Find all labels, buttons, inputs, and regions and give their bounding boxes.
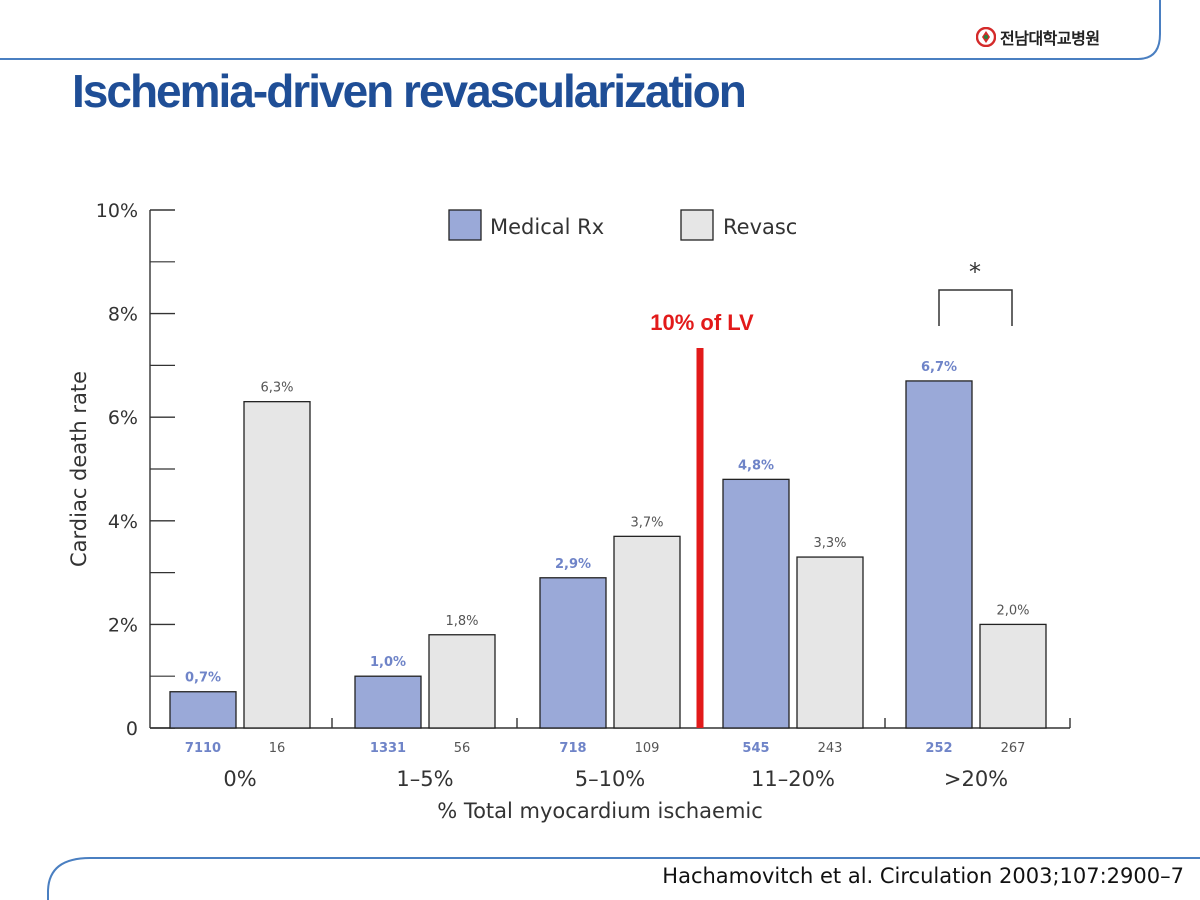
hospital-logo: 전남대학교병원 (976, 24, 1100, 50)
citation: Hachamovitch et al. Circulation 2003;107… (662, 864, 1184, 888)
bar-revasc (979, 623, 1047, 729)
slide-title: Ischemia-driven revascularization (72, 65, 747, 117)
bar-value-label: 1,0% (370, 655, 406, 670)
legend-swatch-medical-rx (448, 209, 482, 241)
y-tick-label: 2% (108, 614, 138, 636)
y-tick-label: 8% (108, 304, 138, 326)
bar-value-label: 2,0% (996, 603, 1029, 618)
legend-label-medical-rx: Medical Rx (490, 215, 604, 239)
y-tick-label: 10% (96, 200, 138, 222)
bar-value-label: 6,3% (260, 381, 293, 396)
significance-marker: * (969, 258, 981, 286)
legend-swatch-revasc (680, 209, 714, 241)
bar-value-label: 1,8% (445, 614, 478, 629)
patient-count-label: 718 (559, 741, 586, 756)
patient-count-label: 243 (818, 741, 843, 756)
patient-count-label: 545 (742, 741, 769, 756)
bar-revasc (796, 556, 864, 729)
header-frame-line (0, 0, 1161, 60)
y-tick-label: 6% (108, 407, 138, 429)
patient-count-label: 56 (454, 741, 471, 756)
bar-medical-rx (354, 675, 422, 729)
bar-value-label: 6,7% (921, 360, 957, 375)
legend-label-revasc: Revasc (723, 215, 797, 239)
y-tick-label: 0 (126, 718, 138, 740)
bar-medical-rx (722, 478, 790, 729)
y-axis-label: Cardiac death rate (67, 371, 91, 567)
threshold-label: 10% of LV (650, 310, 754, 335)
bar-revasc (428, 634, 496, 729)
patient-count-label: 109 (635, 741, 660, 756)
hospital-emblem-icon (976, 27, 996, 47)
bar-revasc (243, 401, 311, 729)
patient-count-label: 252 (925, 741, 952, 756)
bar-value-label: 3,7% (630, 515, 663, 530)
x-category-label: 11–20% (751, 767, 835, 791)
patient-count-label: 16 (269, 741, 286, 756)
x-category-label: 1–5% (396, 767, 453, 791)
x-category-label: 5–10% (575, 767, 646, 791)
significance-bracket (938, 289, 1013, 326)
x-axis-label: % Total myocardium ischaemic (437, 799, 763, 823)
bar-value-label: 3,3% (813, 536, 846, 551)
bar-medical-rx (169, 691, 237, 729)
bar-medical-rx (905, 380, 973, 729)
patient-count-label: 7110 (185, 741, 221, 756)
y-tick-label: 4% (108, 511, 138, 533)
patient-count-label: 267 (1001, 741, 1026, 756)
bar-revasc (613, 535, 681, 729)
bar-medical-rx (539, 577, 607, 729)
bar-value-label: 4,8% (738, 458, 774, 473)
footer-frame-line (47, 857, 1200, 900)
patient-count-label: 1331 (370, 741, 406, 756)
x-category-label: 0% (223, 767, 256, 791)
bar-value-label: 0,7% (185, 671, 221, 686)
x-category-label: >20% (944, 767, 1008, 791)
logo-text: 전남대학교병원 (1000, 29, 1100, 48)
bar-value-label: 2,9% (555, 557, 591, 572)
